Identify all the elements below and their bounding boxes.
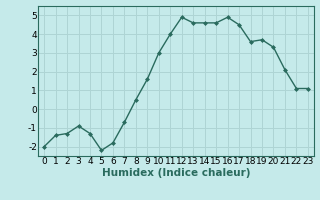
X-axis label: Humidex (Indice chaleur): Humidex (Indice chaleur) xyxy=(102,168,250,178)
